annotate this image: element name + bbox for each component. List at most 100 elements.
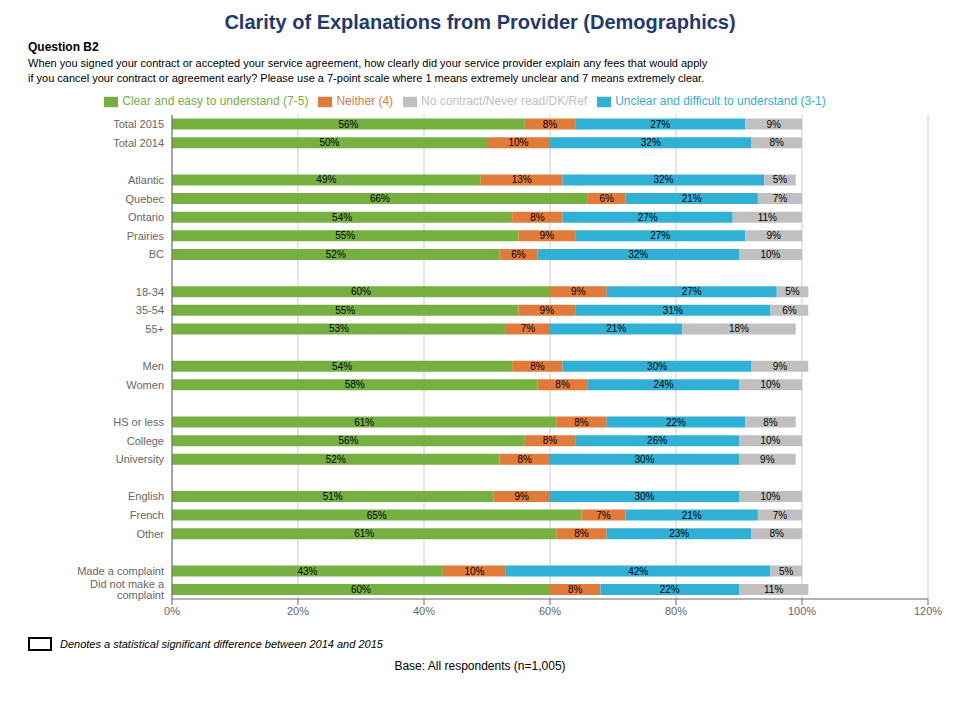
svg-text:60%: 60% [539,605,561,617]
svg-text:27%: 27% [650,230,670,241]
svg-text:Ontario: Ontario [128,211,164,223]
svg-text:8%: 8% [518,454,533,465]
svg-text:11%: 11% [764,584,783,595]
svg-text:65%: 65% [367,510,387,521]
svg-text:8%: 8% [530,212,545,223]
svg-text:51%: 51% [323,491,343,502]
svg-text:8%: 8% [763,417,778,428]
svg-text:120%: 120% [914,605,942,617]
svg-text:11%: 11% [758,212,777,223]
svg-text:5%: 5% [773,174,788,185]
svg-text:53%: 53% [329,323,349,334]
svg-text:21%: 21% [606,323,626,334]
svg-text:Did not make acomplaint: Did not make acomplaint [90,578,165,601]
svg-text:13%: 13% [512,174,532,185]
svg-text:10%: 10% [760,435,780,446]
svg-text:35-54: 35-54 [136,304,164,316]
svg-text:8%: 8% [543,119,558,130]
svg-text:21%: 21% [682,193,702,204]
svg-text:22%: 22% [666,417,686,428]
svg-text:Other: Other [136,528,164,540]
svg-text:54%: 54% [332,361,352,372]
svg-text:58%: 58% [345,379,365,390]
svg-text:66%: 66% [370,193,390,204]
svg-text:55+: 55+ [145,323,164,335]
svg-text:5%: 5% [785,286,800,297]
svg-text:10%: 10% [760,379,780,390]
svg-text:43%: 43% [297,566,317,577]
svg-text:61%: 61% [354,528,374,539]
svg-text:HS or less: HS or less [113,416,164,428]
svg-text:56%: 56% [338,435,358,446]
svg-text:English: English [128,490,164,502]
svg-text:Women: Women [126,379,164,391]
svg-text:9%: 9% [540,305,555,316]
svg-text:32%: 32% [653,174,673,185]
svg-text:9%: 9% [766,119,781,130]
svg-text:32%: 32% [628,249,648,260]
svg-text:University: University [116,453,165,465]
svg-text:42%: 42% [628,566,648,577]
svg-text:8%: 8% [770,137,785,148]
svg-text:24%: 24% [653,379,673,390]
svg-text:8%: 8% [543,435,558,446]
svg-text:French: French [130,509,164,521]
svg-text:8%: 8% [770,528,785,539]
svg-text:9%: 9% [766,230,781,241]
svg-text:60%: 60% [351,286,371,297]
svg-text:30%: 30% [647,361,667,372]
svg-text:30%: 30% [634,491,654,502]
svg-text:0%: 0% [164,605,180,617]
svg-text:Atlantic: Atlantic [128,174,165,186]
svg-text:BC: BC [149,248,164,260]
svg-text:61%: 61% [354,417,374,428]
svg-text:27%: 27% [650,119,670,130]
svg-text:7%: 7% [596,510,611,521]
svg-text:27%: 27% [638,212,658,223]
svg-text:55%: 55% [335,305,355,316]
svg-text:10%: 10% [464,566,484,577]
svg-text:Made a complaint: Made a complaint [77,565,164,577]
svg-text:8%: 8% [574,417,589,428]
svg-text:52%: 52% [326,249,346,260]
svg-text:Total 2014: Total 2014 [113,137,164,149]
svg-text:40%: 40% [413,605,435,617]
svg-text:6%: 6% [782,305,797,316]
svg-text:College: College [127,435,164,447]
svg-text:18-34: 18-34 [136,286,164,298]
svg-text:8%: 8% [530,361,545,372]
svg-text:9%: 9% [571,286,586,297]
svg-text:80%: 80% [665,605,687,617]
svg-text:7%: 7% [773,193,788,204]
svg-text:8%: 8% [574,528,589,539]
svg-text:18%: 18% [729,323,749,334]
svg-text:6%: 6% [511,249,526,260]
svg-text:9%: 9% [514,491,529,502]
svg-text:10%: 10% [760,491,780,502]
svg-text:60%: 60% [351,584,371,595]
svg-text:9%: 9% [773,361,788,372]
svg-text:32%: 32% [641,137,661,148]
svg-text:7%: 7% [773,510,788,521]
svg-text:30%: 30% [634,454,654,465]
svg-text:10%: 10% [508,137,528,148]
svg-text:49%: 49% [316,174,336,185]
svg-text:7%: 7% [521,323,536,334]
svg-text:56%: 56% [338,119,358,130]
svg-text:100%: 100% [788,605,816,617]
svg-text:Total 2015: Total 2015 [113,118,164,130]
svg-text:8%: 8% [568,584,583,595]
svg-text:10%: 10% [760,249,780,260]
svg-text:8%: 8% [555,379,570,390]
svg-text:9%: 9% [760,454,775,465]
svg-text:55%: 55% [335,230,355,241]
svg-text:Prairies: Prairies [127,230,165,242]
svg-text:5%: 5% [779,566,794,577]
svg-text:31%: 31% [663,305,683,316]
svg-text:26%: 26% [647,435,667,446]
svg-text:Men: Men [143,360,164,372]
svg-text:20%: 20% [287,605,309,617]
svg-text:9%: 9% [540,230,555,241]
svg-text:Quebec: Quebec [125,193,164,205]
svg-text:6%: 6% [599,193,614,204]
